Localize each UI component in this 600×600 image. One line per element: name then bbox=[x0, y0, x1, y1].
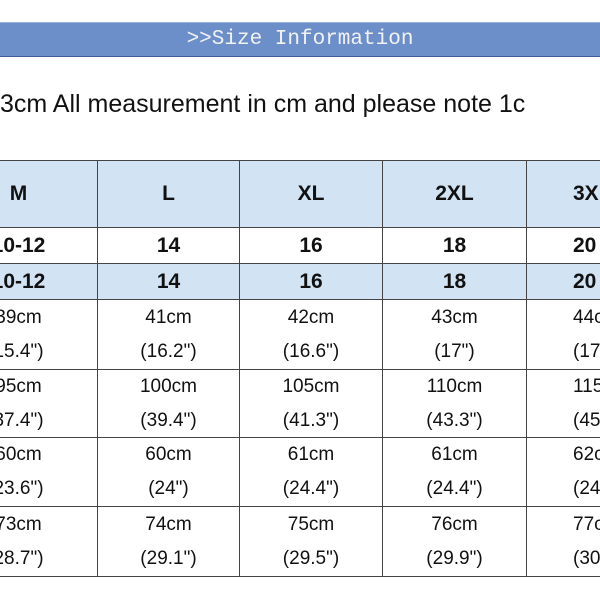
table-cell: 10-12 bbox=[0, 228, 98, 264]
cell-text: 37.4") bbox=[0, 409, 44, 431]
table-cell: 61cm (24.4") bbox=[383, 438, 527, 507]
cell-text: (39.4") bbox=[140, 409, 197, 431]
table-cell: 10-12 bbox=[0, 264, 98, 300]
cell-text: (43.3") bbox=[426, 409, 483, 431]
cell-text: (45. bbox=[573, 409, 600, 431]
table-cell: 20 bbox=[527, 228, 600, 264]
table-cell: 61cm (24.4") bbox=[240, 438, 383, 507]
cell-text: 115 bbox=[573, 375, 600, 397]
cell-text: (29.9") bbox=[426, 547, 483, 569]
cell-text: 77c bbox=[573, 513, 600, 535]
table-cell: 62c (24. bbox=[527, 438, 600, 507]
cell-text: 60cm bbox=[145, 444, 192, 465]
table-cell: 20 bbox=[527, 264, 600, 300]
cell-text: 105cm bbox=[282, 375, 340, 397]
cell-text: 61cm bbox=[287, 444, 335, 465]
table-cell: 95cm 37.4") bbox=[0, 370, 98, 438]
cell-text: 95cm bbox=[0, 375, 42, 397]
cell-text: (17") bbox=[434, 340, 475, 362]
cell-text: (24") bbox=[148, 478, 189, 499]
cell-text: 60cm bbox=[0, 444, 42, 465]
header-cell: XL bbox=[240, 160, 383, 228]
header-text: M bbox=[9, 182, 28, 205]
table-cell: 105cm (41.3") bbox=[240, 370, 383, 438]
cell-text: 74cm bbox=[145, 513, 192, 535]
table-cell: 42cm (16.6") bbox=[240, 300, 383, 370]
table-cell: 110cm (43.3") bbox=[383, 370, 527, 438]
table-cell: 74cm (29.1") bbox=[98, 507, 240, 577]
table-cell: 18 bbox=[383, 228, 527, 264]
cell-text: 43cm bbox=[431, 306, 478, 328]
cell-text: 44c bbox=[573, 306, 600, 328]
table-cell: 16 bbox=[240, 228, 383, 264]
header-text: 2XL bbox=[435, 182, 474, 205]
table-cell: 73cm 28.7") bbox=[0, 507, 98, 577]
table-cell: 60cm (24") bbox=[98, 438, 240, 507]
cell-text: 16 bbox=[299, 233, 323, 257]
cell-text: (24.4") bbox=[426, 478, 483, 499]
table-cell: 14 bbox=[98, 228, 240, 264]
note: 3cm All measurement in cm and please not… bbox=[0, 90, 526, 118]
cell-text: (16.2") bbox=[140, 340, 197, 362]
cell-text: 42cm bbox=[287, 306, 335, 328]
header-text: XL bbox=[297, 182, 325, 205]
table-cell: 16 bbox=[240, 264, 383, 300]
cell-text: 61cm bbox=[431, 444, 478, 465]
table-cell: 43cm (17") bbox=[383, 300, 527, 370]
cell-text: 20 bbox=[573, 269, 597, 293]
cell-text: 18 bbox=[442, 233, 467, 257]
table-cell: 41cm (16.2") bbox=[98, 300, 240, 370]
cell-text: 39cm bbox=[0, 306, 42, 328]
table-cell: 39cm 15.4") bbox=[0, 300, 98, 370]
cell-text: 41cm bbox=[145, 306, 192, 328]
cell-text: 14 bbox=[156, 269, 181, 293]
cell-text: 10-12 bbox=[0, 233, 46, 257]
cell-text: (30. bbox=[573, 547, 600, 569]
table-cell: 60cm 23.6") bbox=[0, 438, 98, 507]
cell-text: 18 bbox=[442, 269, 467, 293]
cell-text: 20 bbox=[573, 233, 597, 257]
cell-text: (16.6") bbox=[282, 340, 340, 362]
table-cell: 76cm (29.9") bbox=[383, 507, 527, 577]
banner: >>Size Information bbox=[0, 22, 600, 57]
cell-text: 110cm bbox=[426, 375, 483, 397]
header-cell: L bbox=[98, 160, 240, 228]
table-cell: 14 bbox=[98, 264, 240, 300]
cell-text: 15.4") bbox=[0, 340, 44, 362]
table-cell: 44c (17. bbox=[527, 300, 600, 370]
table-cell: 77c (30. bbox=[527, 507, 600, 577]
banner-title: >>Size Information bbox=[186, 28, 414, 51]
cell-text: 73cm bbox=[0, 513, 42, 535]
cell-text: 16 bbox=[299, 269, 323, 293]
header-cell: M bbox=[0, 160, 98, 228]
cell-text: 62c bbox=[573, 444, 600, 465]
cell-text: (29.5") bbox=[282, 547, 340, 569]
cell-text: 76cm bbox=[431, 513, 478, 535]
cell-text: 10-12 bbox=[0, 269, 46, 293]
header-cell: 3X bbox=[527, 160, 600, 228]
cell-text: 14 bbox=[156, 233, 181, 257]
cell-text: (24. bbox=[573, 478, 600, 499]
header-text: 3X bbox=[573, 182, 599, 205]
header-text: L bbox=[162, 182, 175, 205]
cell-text: (41.3") bbox=[282, 409, 340, 431]
cell-text: 23.6") bbox=[0, 478, 44, 499]
table-cell: 75cm (29.5") bbox=[240, 507, 383, 577]
table-cell: 115 (45. bbox=[527, 370, 600, 438]
table-cell: 18 bbox=[383, 264, 527, 300]
cell-text: 100cm bbox=[139, 375, 198, 397]
cell-text: (17. bbox=[573, 340, 600, 362]
cell-text: (24.4") bbox=[282, 478, 340, 499]
header-cell: 2XL bbox=[383, 160, 527, 228]
table-cell: 100cm (39.4") bbox=[98, 370, 240, 438]
cell-text: 28.7") bbox=[0, 547, 44, 569]
cell-text: (29.1") bbox=[140, 547, 197, 569]
cell-text: 75cm bbox=[287, 513, 335, 535]
